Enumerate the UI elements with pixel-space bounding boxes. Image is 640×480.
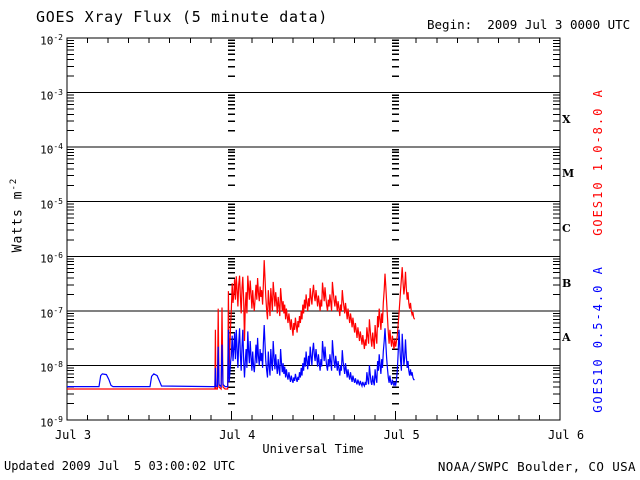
y-tick-label: 10-4 <box>40 142 63 157</box>
y-tick-label: 10-6 <box>40 251 63 266</box>
page-title: GOES Xray Flux (5 minute data) <box>36 8 328 26</box>
flare-class-c: C <box>562 222 571 235</box>
plot-frame <box>66 37 561 421</box>
y-axis-label: Watts m-2 <box>9 155 25 275</box>
footer-source-credit: NOAA/SWPC Boulder, CO USA <box>437 459 636 474</box>
flare-class-m: M <box>562 167 575 181</box>
y-tick-label: 10-7 <box>40 305 63 321</box>
y-tick-label: 10-5 <box>40 196 63 212</box>
flare-class-x: X <box>562 112 571 126</box>
footer-updated-timestamp: Updated 2009 Jul 5 03:00:02 UTC <box>4 459 236 473</box>
flare-class-a: A <box>562 331 571 345</box>
begin-timestamp: Begin: 2009 Jul 3 0000 UTC <box>427 17 631 32</box>
y-axis-label-base: Watts m <box>10 190 26 253</box>
series-trace-long <box>67 260 416 391</box>
y-axis-label-exponent: -2 <box>9 177 19 191</box>
series-label-long-channel: GOES10 1.0-8.0 A <box>591 88 605 236</box>
y-tick-label: 10-3 <box>40 87 63 103</box>
y-tick-label: 10-9 <box>40 415 63 430</box>
y-tick-label: 10-8 <box>40 360 63 376</box>
y-tick-label: 10-2 <box>40 33 63 48</box>
x-axis-label: Universal Time <box>262 442 364 456</box>
x-tick-label: Jul 3 <box>54 428 92 442</box>
x-tick-label: Jul 5 <box>383 428 420 442</box>
x-tick-label: Jul 6 <box>547 428 585 442</box>
series-trace-short <box>67 324 415 389</box>
series-label-short-channel: GOES10 0.5-4.0 A <box>591 265 605 414</box>
x-tick-label: Jul 4 <box>219 428 256 442</box>
flare-class-b: B <box>562 276 572 290</box>
